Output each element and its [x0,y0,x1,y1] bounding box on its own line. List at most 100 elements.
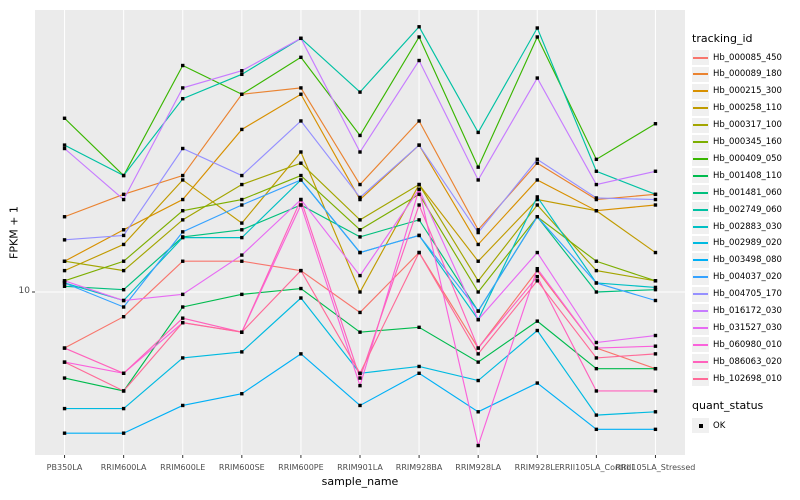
data-point [417,182,421,187]
data-point [417,218,421,222]
data-point [476,259,480,263]
legend-key-swatch [692,134,709,150]
legend-key-swatch [692,185,709,201]
data-point [62,146,67,151]
data-point [181,96,185,101]
data-point [299,86,303,90]
data-point [240,197,244,202]
data-point [653,333,658,338]
legend-key-swatch [692,286,709,302]
data-point [299,268,303,273]
data-point [181,320,185,325]
legend-item-Hb_031527_030: Hb_031527_030 [692,319,782,336]
x-tick-label-RRIM928LE: RRIM928LE [514,463,560,472]
legend-key-swatch [692,50,709,65]
legend-item-Hb_000317_100: Hb_000317_100 [692,117,782,134]
legend-label: Hb_003498_080 [713,255,782,266]
data-point [476,228,480,232]
data-point [240,203,244,207]
data-point [476,317,480,322]
series-color-line-icon [693,225,708,228]
legend-key-swatch [692,202,709,218]
legend-key-swatch [692,269,709,285]
legend-label: Hb_000258_110 [713,103,782,114]
series-color-line-icon [693,174,708,177]
data-point [299,36,303,41]
legend-title-quant-status: quant_status [692,399,764,412]
data-point [181,235,185,240]
data-point [476,130,480,135]
data-point [535,157,539,162]
legend-label: Hb_031527_030 [713,322,782,333]
data-point [535,161,539,165]
x-tick-label-RRII105LA_Stressed: RRII105LA_Stressed [615,463,696,472]
data-point [594,413,599,417]
data-point [121,242,126,247]
data-point [121,228,126,232]
data-point [240,259,244,263]
legend-label: Hb_004037_020 [713,272,782,283]
data-point [299,203,303,207]
data-point [417,250,421,255]
legend-label: Hb_000317_100 [713,120,782,131]
data-point [181,218,185,222]
data-point [240,182,244,187]
data-point [181,197,185,202]
data-point [299,119,303,123]
data-point [299,150,303,154]
legend-label: Hb_000345_160 [713,137,782,147]
legend-item-Hb_000215_300: Hb_000215_300 [692,83,782,100]
data-point [535,266,539,271]
data-point [299,161,303,165]
legend-item-Hb_002883_030: Hb_002883_030 [692,218,782,235]
data-point [358,330,362,334]
legend-label: Hb_002883_030 [713,221,782,232]
series-color-line-icon [693,310,708,312]
x-tick-label-RRIM928BA: RRIM928BA [395,463,443,472]
data-point [62,281,67,285]
legend-item-Hb_000409_050: Hb_000409_050 [692,150,782,167]
data-point [62,360,67,364]
legend-item-Hb_000085_450: Hb_000085_450 [692,49,782,66]
data-point [594,196,599,200]
series-color-line-icon [693,56,708,59]
data-point [121,197,126,202]
data-point [417,58,421,63]
legend-key-swatch [692,320,709,336]
data-point [535,197,539,202]
data-point [358,218,362,222]
data-point [62,279,67,283]
data-point [535,203,539,207]
data-point [594,182,599,187]
data-point [535,319,539,323]
legend-key-swatch [692,219,709,234]
data-point [62,268,67,273]
series-color-line-icon [693,107,708,110]
data-point [653,427,658,432]
data-point [594,356,599,360]
legend-item-Hb_102698_010: Hb_102698_010 [692,370,782,387]
series-color-line-icon [693,73,708,76]
series-color-line-icon [693,293,708,296]
series-color-line-icon [693,90,708,93]
data-point [358,403,362,408]
data-point [240,127,244,132]
data-point [240,69,244,73]
data-point [240,72,244,77]
data-point [358,376,362,380]
data-point [121,389,126,393]
data-point [358,273,362,278]
data-point [358,228,362,232]
data-point [535,35,539,39]
data-point [62,116,67,120]
data-point [476,178,480,182]
data-point [594,346,599,350]
data-point [535,274,539,279]
data-point [181,63,185,68]
legend-label: Hb_001408_110 [713,170,782,181]
x-tick-label-RRIM600PE: RRIM600PE [278,463,324,472]
data-point [653,285,658,290]
data-point [594,389,599,393]
data-point [121,298,126,303]
data-point [535,250,539,255]
